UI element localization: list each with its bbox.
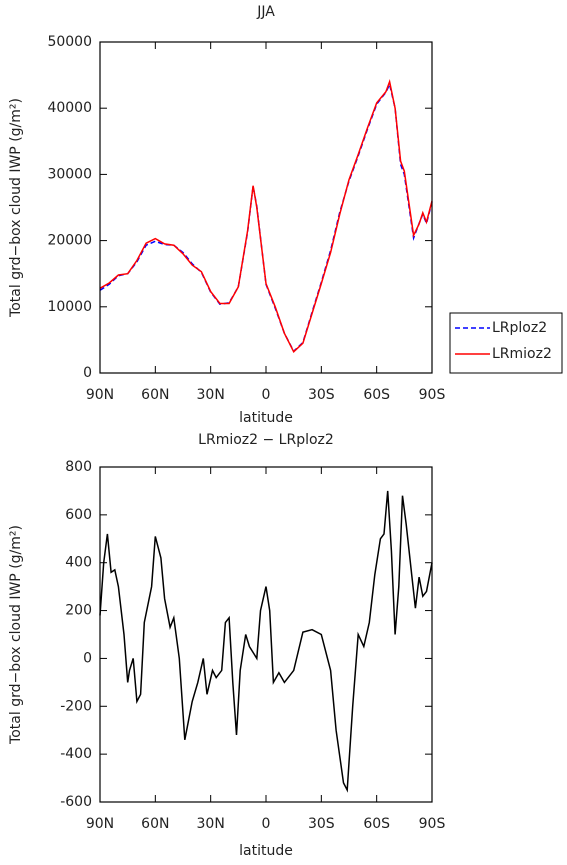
plot-frame [99,41,433,374]
y-axis-label: Total grd−box cloud IWP (g/m²) [8,525,24,745]
x-tick-label: 90S [419,816,446,832]
y-tick-label: 0 [83,365,92,381]
legend-label: LRploz2 [492,320,547,336]
x-tick-label: 30N [197,387,225,403]
y-tick-label: 200 [65,603,92,619]
x-tick-label: 90S [419,387,446,403]
y-tick-label: -600 [60,794,92,810]
y-tick-label: 0 [83,650,92,666]
chart-title: JJA [256,4,275,20]
x-tick-label: 30S [308,816,335,832]
y-tick-label: 10000 [47,299,92,315]
x-tick-label: 0 [262,387,271,403]
y-tick-label: 20000 [47,233,92,249]
x-tick-label: 60S [363,816,390,832]
y-tick-label: 50000 [47,34,92,50]
data-line [99,82,433,353]
data-line [99,490,433,793]
y-tick-label: 800 [65,459,92,475]
y-tick-label: -200 [60,698,92,714]
x-tick-label: 30S [308,387,335,403]
y-tick-label: -400 [60,746,92,762]
x-tick-label: 30N [197,816,225,832]
legend-box [449,312,563,374]
y-tick-label: 400 [65,555,92,571]
y-tick-label: 600 [65,507,92,523]
x-tick-label: 60N [141,387,169,403]
plot-frame [99,466,433,803]
chart-title: LRmioz2 − LRploz2 [198,432,334,448]
x-tick-label: 90N [86,387,114,403]
legend-label: LRmioz2 [492,346,552,362]
x-tick-label: 0 [262,816,271,832]
x-axis-label: latitude [239,843,293,859]
y-tick-label: 40000 [47,100,92,116]
x-axis-label: latitude [239,410,293,426]
x-tick-label: 90N [86,816,114,832]
y-axis-label: Total grd−box cloud IWP (g/m²) [8,98,24,318]
y-tick-label: 30000 [47,166,92,182]
data-line [99,78,433,354]
x-tick-label: 60N [141,816,169,832]
x-tick-label: 60S [363,387,390,403]
